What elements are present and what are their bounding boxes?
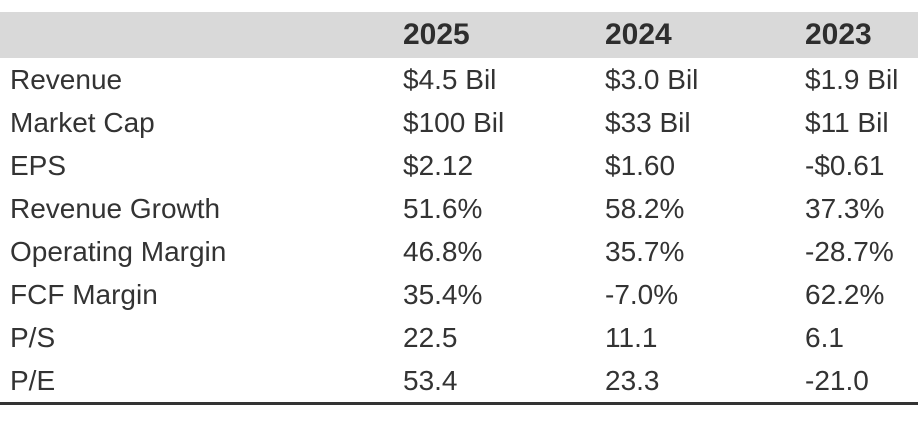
value-2024: 35.7% [605, 235, 685, 267]
value-2024: -7.0% [605, 278, 679, 310]
table-row-eps: EPS $2.12 $1.60 -$0.61 [0, 144, 918, 187]
value-2023: 37.3% [805, 192, 885, 224]
value-2025: 46.8% [403, 235, 483, 267]
value-2023: -$0.61 [805, 149, 885, 181]
header-year-2024: 2024 [605, 18, 672, 51]
value-2025: 22.5 [403, 321, 458, 353]
table-row-market-cap: Market Cap $100 Bil $33 Bil $11 Bil [0, 101, 918, 144]
value-2025: $4.5 Bil [403, 63, 497, 95]
row-label: EPS [10, 149, 67, 181]
table-row-revenue: Revenue $4.5 Bil $3.0 Bil $1.9 Bil [0, 58, 918, 101]
row-label: P/E [10, 364, 56, 396]
table-row-pe-ratio: P/E 53.4 23.3 -21.0 [0, 359, 918, 402]
header-year-2025: 2025 [403, 18, 470, 51]
value-2023: -21.0 [805, 364, 869, 396]
table-row-operating-margin: Operating Margin 46.8% 35.7% -28.7% [0, 230, 918, 273]
value-2025: 51.6% [403, 192, 483, 224]
table-row-revenue-growth: Revenue Growth 51.6% 58.2% 37.3% [0, 187, 918, 230]
row-label: Operating Margin [10, 235, 227, 267]
value-2024: $3.0 Bil [605, 63, 699, 95]
value-2023: $1.9 Bil [805, 63, 899, 95]
row-label: Revenue Growth [10, 192, 221, 224]
value-2024: $33 Bil [605, 106, 691, 138]
value-2023: 6.1 [805, 321, 844, 353]
value-2024: 11.1 [605, 321, 658, 353]
row-label: FCF Margin [10, 278, 158, 310]
value-2024: 23.3 [605, 364, 660, 396]
table-row-fcf-margin: FCF Margin 35.4% -7.0% 62.2% [0, 273, 918, 316]
table-row-ps-ratio: P/S 22.5 11.1 6.1 [0, 316, 918, 359]
row-label: P/S [10, 321, 56, 353]
table-header-row: 2025 2024 2023 [0, 12, 918, 58]
row-label: Market Cap [10, 106, 155, 138]
value-2023: -28.7% [805, 235, 894, 267]
value-2025: $100 Bil [403, 106, 505, 138]
value-2024: 58.2% [605, 192, 685, 224]
header-year-2023: 2023 [805, 18, 872, 51]
value-2023: $11 Bil [805, 106, 889, 138]
financial-metrics-table: 2025 2024 2023 Revenue $4.5 Bil $3.0 Bil… [0, 12, 918, 405]
value-2025: 35.4% [403, 278, 483, 310]
row-label: Revenue [10, 63, 123, 95]
value-2024: $1.60 [605, 149, 676, 181]
value-2025: $2.12 [403, 149, 474, 181]
value-2023: 62.2% [805, 278, 885, 310]
value-2025: 53.4 [403, 364, 458, 396]
